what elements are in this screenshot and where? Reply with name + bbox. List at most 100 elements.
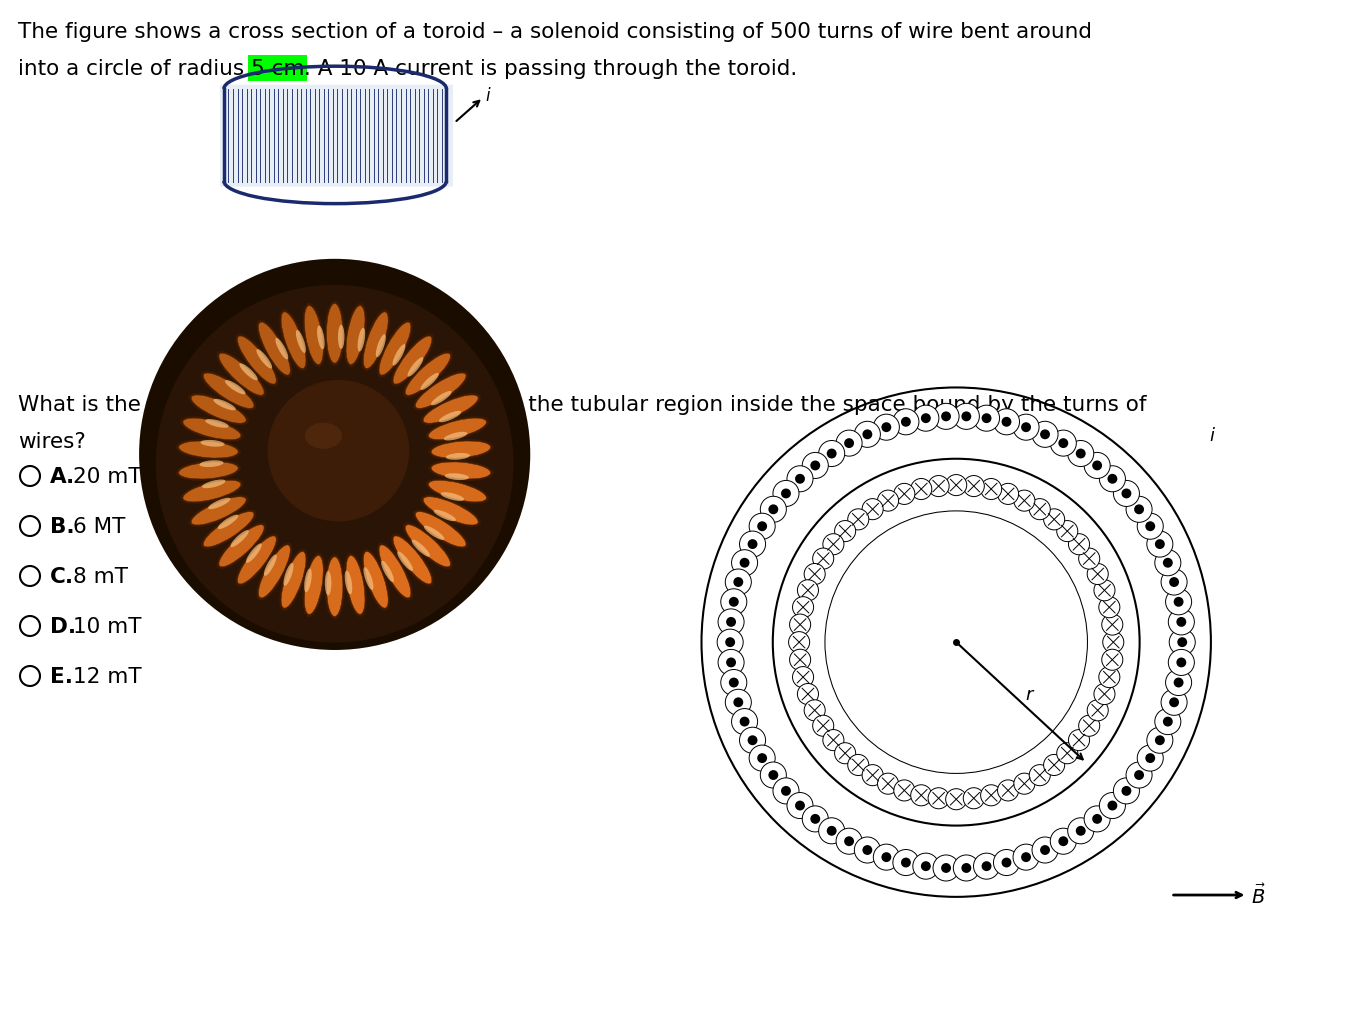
Circle shape xyxy=(1177,638,1187,647)
Ellipse shape xyxy=(305,569,311,592)
Circle shape xyxy=(848,754,869,775)
Ellipse shape xyxy=(429,419,486,440)
Circle shape xyxy=(848,510,869,531)
Ellipse shape xyxy=(208,498,231,510)
Text: i: i xyxy=(486,87,490,104)
Circle shape xyxy=(1121,787,1131,796)
Ellipse shape xyxy=(445,454,470,460)
Circle shape xyxy=(1093,461,1102,471)
Ellipse shape xyxy=(258,545,291,599)
Ellipse shape xyxy=(201,510,257,550)
Ellipse shape xyxy=(429,440,493,461)
Circle shape xyxy=(962,412,971,422)
Ellipse shape xyxy=(191,395,246,424)
Ellipse shape xyxy=(325,301,346,367)
Circle shape xyxy=(1100,793,1126,819)
Circle shape xyxy=(953,855,979,882)
Circle shape xyxy=(729,678,739,687)
Text: $\vec{B}$: $\vec{B}$ xyxy=(1251,883,1266,907)
Ellipse shape xyxy=(281,312,306,369)
Circle shape xyxy=(911,479,932,500)
Circle shape xyxy=(1087,700,1108,721)
Circle shape xyxy=(1108,474,1117,484)
Text: 10 mT: 10 mT xyxy=(72,617,142,636)
Circle shape xyxy=(20,517,40,537)
Circle shape xyxy=(997,484,1019,504)
Ellipse shape xyxy=(239,364,258,381)
Circle shape xyxy=(862,499,884,521)
Circle shape xyxy=(877,773,899,795)
Circle shape xyxy=(1076,826,1086,836)
Ellipse shape xyxy=(441,492,464,501)
Ellipse shape xyxy=(378,323,411,376)
Circle shape xyxy=(139,260,530,650)
Text: 5 cm: 5 cm xyxy=(251,59,305,79)
Ellipse shape xyxy=(217,352,266,398)
Circle shape xyxy=(795,801,805,811)
Circle shape xyxy=(802,453,828,479)
Circle shape xyxy=(732,709,758,735)
Circle shape xyxy=(873,415,899,441)
Circle shape xyxy=(1169,577,1179,587)
Circle shape xyxy=(761,496,787,523)
Circle shape xyxy=(1134,770,1143,780)
Circle shape xyxy=(835,521,855,542)
Circle shape xyxy=(818,818,844,844)
Circle shape xyxy=(1029,765,1050,786)
Circle shape xyxy=(20,566,40,586)
Ellipse shape xyxy=(415,374,466,409)
Ellipse shape xyxy=(217,516,238,530)
Circle shape xyxy=(1138,745,1164,771)
Circle shape xyxy=(974,853,1000,880)
Circle shape xyxy=(941,412,951,422)
Circle shape xyxy=(1134,504,1143,515)
Circle shape xyxy=(805,564,825,585)
Ellipse shape xyxy=(246,544,262,563)
Circle shape xyxy=(963,476,985,497)
Ellipse shape xyxy=(179,442,238,459)
Ellipse shape xyxy=(180,479,243,504)
Circle shape xyxy=(822,534,844,555)
Circle shape xyxy=(893,409,919,436)
Circle shape xyxy=(732,550,758,576)
Circle shape xyxy=(725,569,751,595)
Circle shape xyxy=(1093,814,1102,824)
Ellipse shape xyxy=(205,420,228,429)
Ellipse shape xyxy=(325,571,332,595)
Ellipse shape xyxy=(189,495,249,528)
Ellipse shape xyxy=(302,553,325,618)
Ellipse shape xyxy=(284,563,294,586)
Circle shape xyxy=(921,861,930,871)
Circle shape xyxy=(1085,806,1111,832)
Circle shape xyxy=(1169,698,1179,708)
Text: A.: A. xyxy=(51,466,75,486)
Ellipse shape xyxy=(421,373,438,390)
Ellipse shape xyxy=(257,320,292,378)
Circle shape xyxy=(1102,632,1124,653)
Circle shape xyxy=(1057,521,1078,542)
Circle shape xyxy=(747,540,758,550)
Circle shape xyxy=(739,558,750,568)
Circle shape xyxy=(1168,610,1194,635)
Circle shape xyxy=(981,479,1001,500)
Ellipse shape xyxy=(219,525,264,567)
Text: wires?: wires? xyxy=(18,432,86,452)
Circle shape xyxy=(156,286,514,643)
Circle shape xyxy=(1176,618,1186,627)
Ellipse shape xyxy=(433,511,456,522)
Text: . A 10 A current is passing through the toroid.: . A 10 A current is passing through the … xyxy=(305,59,798,79)
Circle shape xyxy=(790,650,810,670)
Circle shape xyxy=(818,441,844,467)
Circle shape xyxy=(773,778,799,804)
Circle shape xyxy=(1147,728,1173,753)
Circle shape xyxy=(1079,716,1100,737)
Circle shape xyxy=(1098,667,1120,687)
Ellipse shape xyxy=(377,543,413,601)
Ellipse shape xyxy=(238,537,276,584)
Circle shape xyxy=(933,404,959,430)
Circle shape xyxy=(826,449,836,459)
Ellipse shape xyxy=(264,555,277,576)
Ellipse shape xyxy=(219,354,264,396)
Circle shape xyxy=(893,780,915,801)
Circle shape xyxy=(1161,569,1187,595)
